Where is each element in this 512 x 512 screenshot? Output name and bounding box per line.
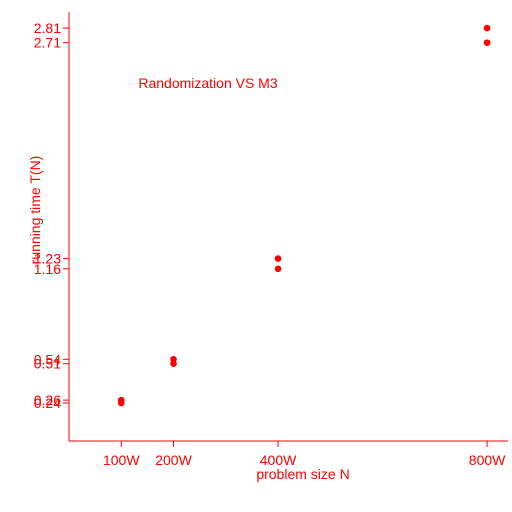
y-tick-label: 0.26: [34, 392, 61, 408]
chart-title: Randomization VS M3: [138, 75, 278, 91]
data-point: [274, 265, 282, 273]
y-tick-label: 0.54: [34, 351, 61, 367]
y-tick-label: 1.16: [34, 261, 61, 277]
y-tick-label: 2.71: [34, 35, 61, 51]
x-axis-label: problem size N: [256, 466, 349, 482]
x-tick-label: 400W: [260, 452, 297, 468]
data-point: [483, 24, 491, 32]
y-axis-label: running time T(N): [27, 156, 43, 265]
y-tick-label: 0.24: [34, 395, 61, 411]
axes: [68, 12, 508, 442]
data-point: [117, 396, 125, 404]
y-tick-label: 0.51: [34, 356, 61, 372]
x-axis-ticks: 100W 200W 400W 800W: [103, 441, 506, 468]
data-point: [274, 255, 282, 262]
y-tick-label: 2.81: [34, 20, 61, 36]
x-tick-label: 800W: [469, 452, 506, 468]
y-axis-ticks: 0.240.26 0.510.54 1.161.23 2.712.81: [34, 20, 69, 411]
data-point: [170, 355, 177, 363]
x-tick-label: 200W: [155, 452, 192, 468]
y-tick-label: 1.23: [34, 251, 61, 267]
data-point: [483, 39, 491, 46]
x-tick-label: 100W: [103, 452, 140, 468]
data-points: [117, 24, 491, 407]
